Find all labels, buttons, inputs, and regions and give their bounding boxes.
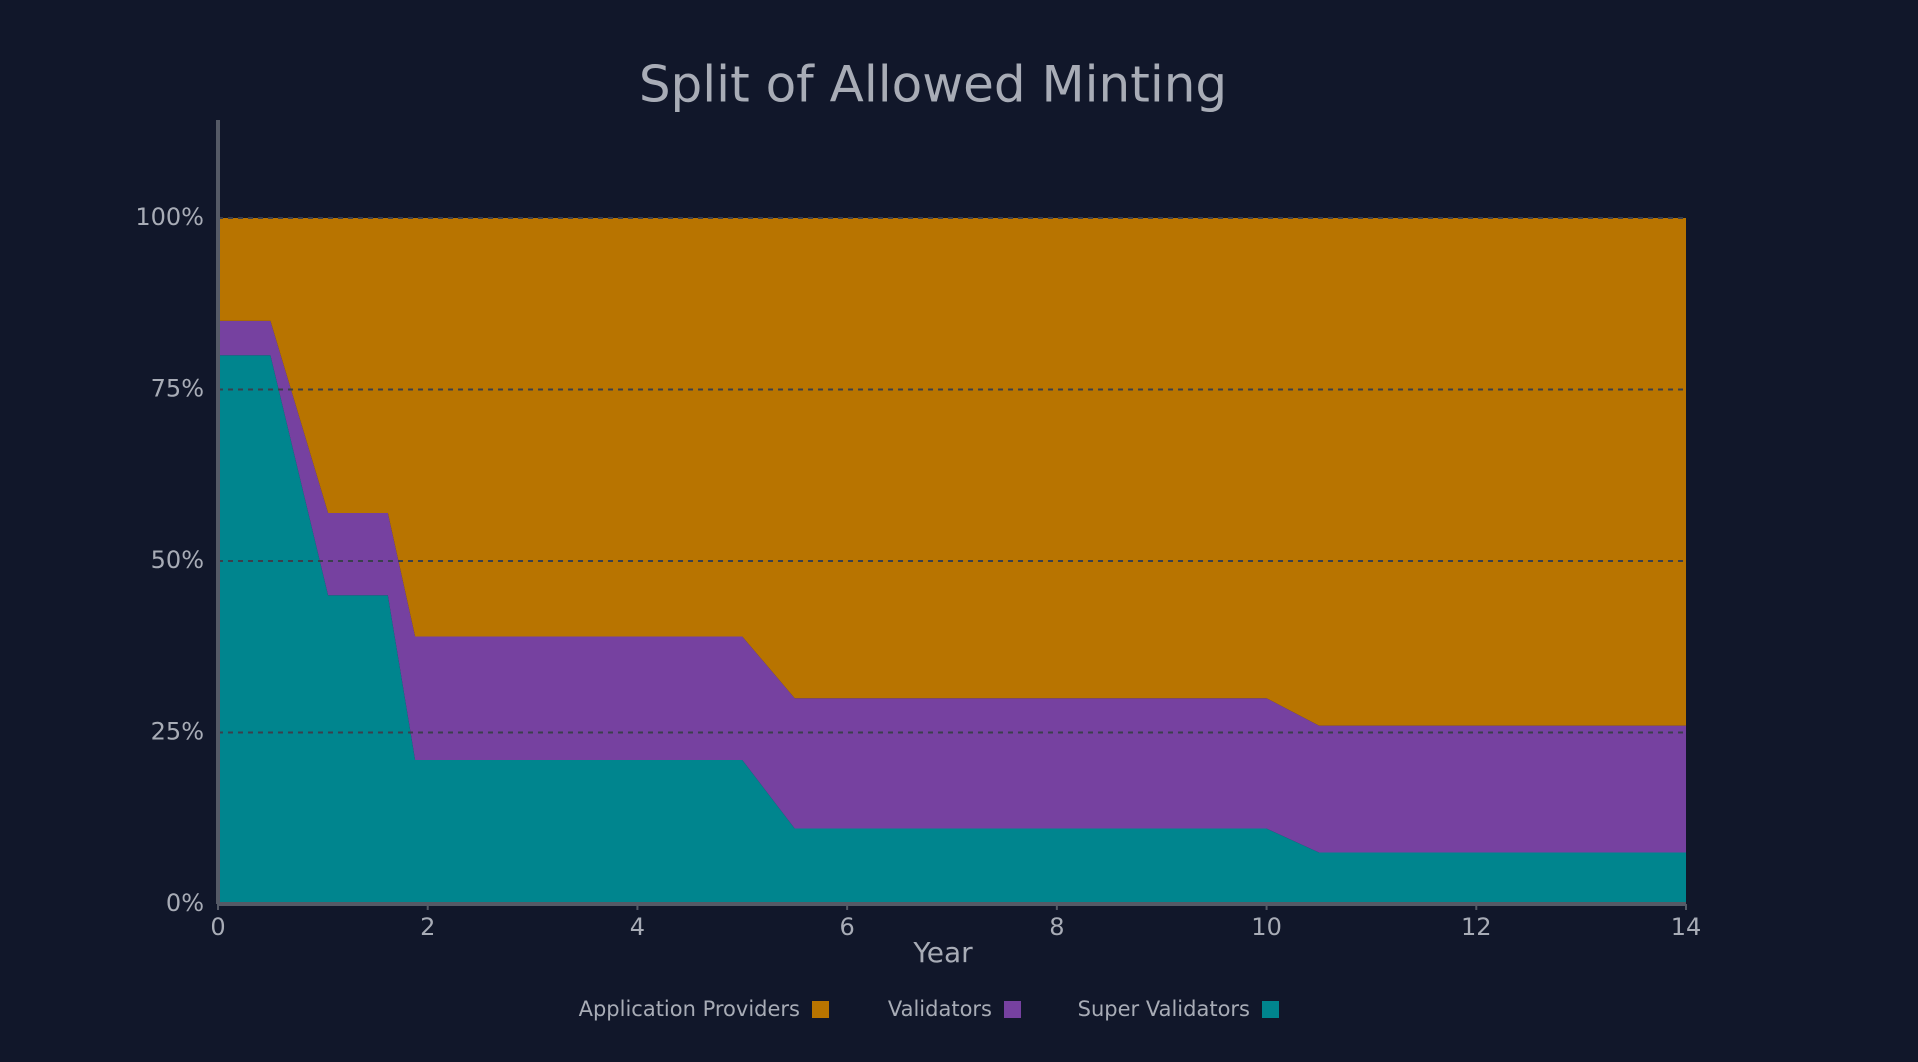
chart-title: Split of Allowed Minting: [639, 56, 1227, 114]
legend-swatch: [1262, 1001, 1279, 1018]
legend-label: Application Providers: [579, 997, 800, 1021]
area: [218, 218, 1686, 726]
legend-label: Validators: [888, 997, 992, 1021]
x-tick-label: 0: [210, 913, 225, 941]
area: [218, 320, 1686, 853]
y-tick-label: 25%: [151, 718, 204, 746]
x-tick-label: 8: [1049, 913, 1064, 941]
x-tick-label: 14: [1671, 913, 1702, 941]
legend-swatch: [1004, 1001, 1021, 1018]
x-tick-label: 12: [1461, 913, 1492, 941]
y-tick-label: 75%: [151, 375, 204, 403]
y-tick-label: 100%: [135, 203, 204, 231]
legend-swatch: [812, 1001, 829, 1018]
x-axis-label: Year: [912, 936, 973, 969]
y-tick-label: 50%: [151, 546, 204, 574]
x-tick-label: 6: [840, 913, 855, 941]
area: [218, 355, 1686, 904]
legend-label: Super Validators: [1078, 997, 1250, 1021]
x-tick-label: 4: [630, 913, 645, 941]
x-tick-label: 10: [1251, 913, 1282, 941]
x-tick-label: 2: [420, 913, 435, 941]
y-tick-label: 0%: [166, 889, 204, 917]
